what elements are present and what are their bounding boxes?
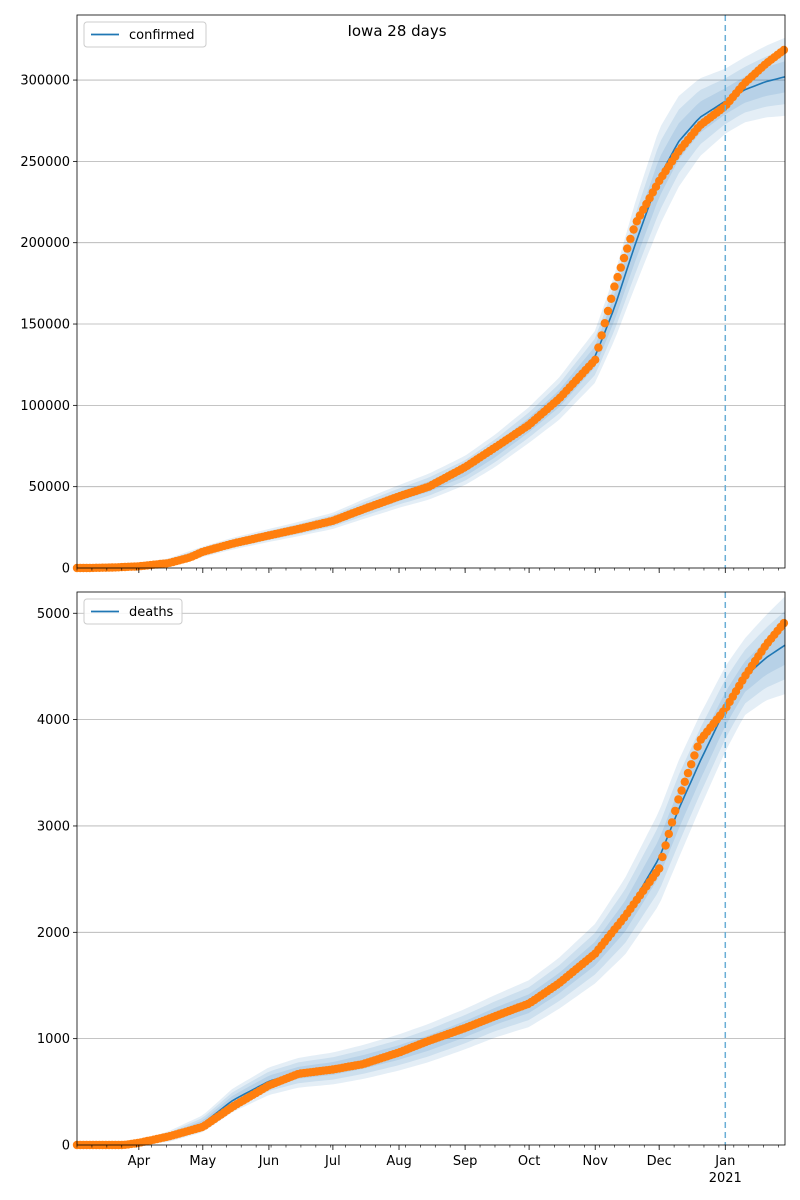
observed-point xyxy=(693,742,702,751)
x-year-label: 2021 xyxy=(709,1171,742,1186)
observed-point xyxy=(603,306,613,316)
y-tick-label: 150000 xyxy=(20,318,70,333)
observed-point xyxy=(610,282,619,291)
observed-point xyxy=(591,355,600,364)
y-tick-label: 0 xyxy=(62,1139,70,1154)
confidence-band xyxy=(77,610,785,1145)
observed-point xyxy=(779,618,789,628)
confidence-band xyxy=(77,49,785,568)
observed-point xyxy=(616,263,625,272)
y-tick-label: 50000 xyxy=(29,480,70,495)
x-tick-label: Nov xyxy=(583,1154,609,1169)
x-tick-label: Apr xyxy=(128,1154,151,1169)
y-tick-label: 2000 xyxy=(37,926,70,941)
observed-point xyxy=(655,864,664,873)
x-tick-label: Jul xyxy=(324,1154,341,1169)
observed-point xyxy=(667,818,677,827)
x-tick-label: Jan xyxy=(714,1154,735,1169)
observed-point xyxy=(677,786,686,795)
y-tick-label: 100000 xyxy=(20,399,70,414)
observed-point xyxy=(607,294,616,303)
observed-point xyxy=(623,244,632,253)
observed-point xyxy=(680,777,689,786)
observed-point xyxy=(674,795,683,804)
observed-point xyxy=(661,841,670,850)
observed-point xyxy=(664,829,673,839)
observed-point xyxy=(779,45,789,55)
x-tick-label: Oct xyxy=(518,1154,540,1169)
x-tick-label: Jun xyxy=(258,1154,279,1169)
observed-point xyxy=(683,768,693,778)
y-tick-label: 3000 xyxy=(37,819,70,834)
observed-point xyxy=(687,760,696,769)
observed-point xyxy=(629,225,638,234)
x-tick-label: Dec xyxy=(647,1154,672,1169)
legend-box xyxy=(83,21,207,48)
x-tick-label: Aug xyxy=(386,1154,411,1169)
confidence-band xyxy=(77,37,785,569)
axes-frame xyxy=(76,14,786,569)
legend-label: confirmed xyxy=(129,28,195,43)
confidence-band xyxy=(77,596,785,1145)
y-tick-label: 250000 xyxy=(20,155,70,170)
observed-point xyxy=(594,343,603,352)
confirmed-panel: 0 50000 100000 150000 200000 250000 300000 conf… xyxy=(20,14,789,577)
model-line xyxy=(77,644,786,1146)
legend-box xyxy=(83,598,183,625)
y-tick-label: 300000 xyxy=(20,74,70,89)
axes-frame xyxy=(76,591,786,1146)
observed-point xyxy=(671,806,680,816)
y-tick-label: 0 xyxy=(62,562,70,577)
observed-point xyxy=(600,319,609,328)
observed-point xyxy=(626,234,635,244)
legend-label: deaths xyxy=(129,605,174,620)
confidence-band xyxy=(77,625,785,1145)
observed-point xyxy=(690,751,699,760)
observed-point xyxy=(619,253,629,263)
observed-point xyxy=(597,331,606,340)
deaths-panel: 0 1000 2000 3000 4000 5000 Apr May Jun Jul Aug Sep O… xyxy=(37,591,789,1186)
figure-title: Iowa 28 days xyxy=(347,22,446,40)
y-tick-label: 200000 xyxy=(20,236,70,251)
y-tick-label: 5000 xyxy=(37,607,70,622)
observed-point xyxy=(658,852,667,862)
y-tick-label: 4000 xyxy=(37,713,70,728)
y-tick-label: 1000 xyxy=(37,1032,70,1047)
x-tick-label: Sep xyxy=(453,1154,478,1169)
observed-point xyxy=(613,272,622,282)
x-tick-label: May xyxy=(189,1154,216,1169)
